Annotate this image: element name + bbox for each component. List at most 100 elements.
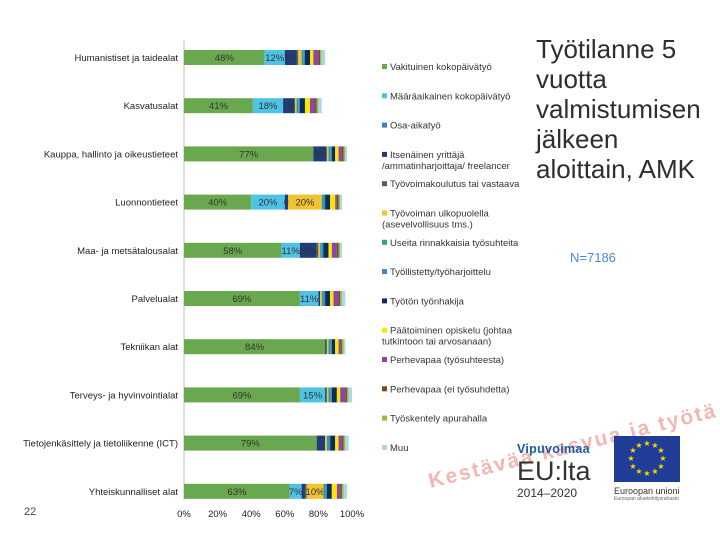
bar-segment [341,483,344,499]
svg-text:★: ★ [657,446,664,455]
bar-segment [298,98,300,114]
bar-segment [184,339,326,355]
bar-segment [335,146,339,162]
data-label: 7% [289,487,303,498]
bar-segment [328,146,331,162]
bar-segment [336,194,339,210]
category-label: Terveys- ja hyvinvointialat [70,390,179,401]
bar-segment [313,146,327,162]
data-label: 69% [232,294,252,305]
bar-segment [330,387,332,403]
bar-segment [343,146,346,162]
legend-label: Perhevapaa (ei työsuhdetta) [390,384,509,395]
bar-segment [341,146,344,162]
eu-logo: ★ ★ ★ ★ ★ ★ ★ ★ ★ ★ ★ ★ Euroopan unioni Euroopan… [614,436,680,536]
bar-segment [346,387,349,403]
legend-label: Päätoiminen opiskelu (johtaa tutkintoon t… [382,326,513,348]
data-label: 18% [258,101,278,112]
legend-swatch [382,444,387,450]
data-label: 7% [282,101,296,112]
category-label: Humanistiset ja taidealat [75,53,179,64]
x-tick-label: 100% [340,509,365,520]
legend-swatch [382,93,387,99]
legend-label: Itsenäinen yrittäjä/ammatinharjoittaja/ … [382,150,510,172]
bar-segment [338,339,341,355]
bar-segment [318,98,322,114]
bar-segment [340,242,342,258]
legend-swatch [382,386,387,392]
bar-segment [340,291,342,306]
bar-segment [284,50,297,65]
bar-segment [301,483,305,499]
bar-segment [304,50,310,65]
bar-segment [326,387,329,403]
bar-segment [343,435,346,451]
bar-segment [345,387,347,403]
bar-segment [184,483,290,499]
chart-title: Työtilanne 5 vuotta valmistumisen jälkee… [536,34,701,184]
bar-segment [321,194,324,210]
category-label: Palvelualat [132,294,179,305]
bar-segment [306,483,324,499]
vipuvoimaa-name: Vipuvoimaa [517,442,590,456]
bar-segment [281,242,300,258]
legend-label: Useita rinnakkaisia työsuhteita [390,238,519,249]
bar-segment [318,242,321,258]
bar-segment [294,98,297,114]
bar-segment [184,242,282,258]
eu-name: Euroopan unioni [614,486,680,496]
bar-segment [184,387,300,403]
bar-segment [338,194,341,210]
bar-segment [316,98,319,114]
data-label: 40% [208,198,228,209]
bar-segment [318,50,321,65]
bar-segment [296,98,299,114]
legend-swatch [382,239,387,245]
bar-segment [326,483,332,499]
bar-segment [325,387,327,403]
legend-swatch [382,122,387,128]
legend-label: Työllistetty/työharjoittelu [390,267,491,278]
bar-segment [331,339,336,355]
category-label: Tietojenkäsittely ja tietoliikenne (ICT) [23,439,178,450]
vipuvoimaa-years: 2014–2020 [517,486,578,500]
svg-text:★: ★ [659,454,666,463]
data-label: 11% [282,246,301,257]
legend-swatch [382,357,387,362]
data-label: 12% [265,53,285,64]
bar-segment [298,50,302,65]
bar-segment [336,387,341,403]
legend-swatch [382,64,387,69]
bar-segment [341,291,346,306]
category-label: Maa- ja metsätalousalat [77,246,178,257]
bar-segment [330,435,336,451]
svg-text:★: ★ [651,467,658,476]
data-label: 69% [232,390,252,401]
bar-segment [330,194,336,210]
legend-swatch [382,210,387,216]
bar-segment [343,339,346,355]
sample-size-label: N=7186 [570,250,616,265]
bar-segment [321,291,324,306]
data-label: 7% [284,53,298,64]
bar-segment [299,291,319,306]
data-label: 11% [300,294,319,305]
bar-segment [313,50,319,65]
bar-segment [304,483,307,499]
legend-swatch [382,327,387,333]
bar-segment [288,194,322,210]
bar-segment [335,339,339,355]
data-label: 41% [209,101,229,112]
bar-segment [252,98,284,114]
bar-segment [264,50,285,65]
bar-segment [184,98,253,114]
data-label: 15% [303,390,323,401]
svg-text:★: ★ [643,439,650,448]
bar-segment [331,483,337,499]
bar-segment [340,194,342,210]
svg-text:★: ★ [643,469,650,478]
bar-segment [340,483,342,499]
bar-segment [318,291,321,306]
bar-segment [335,194,337,210]
x-tick-label: 60% [275,509,295,520]
